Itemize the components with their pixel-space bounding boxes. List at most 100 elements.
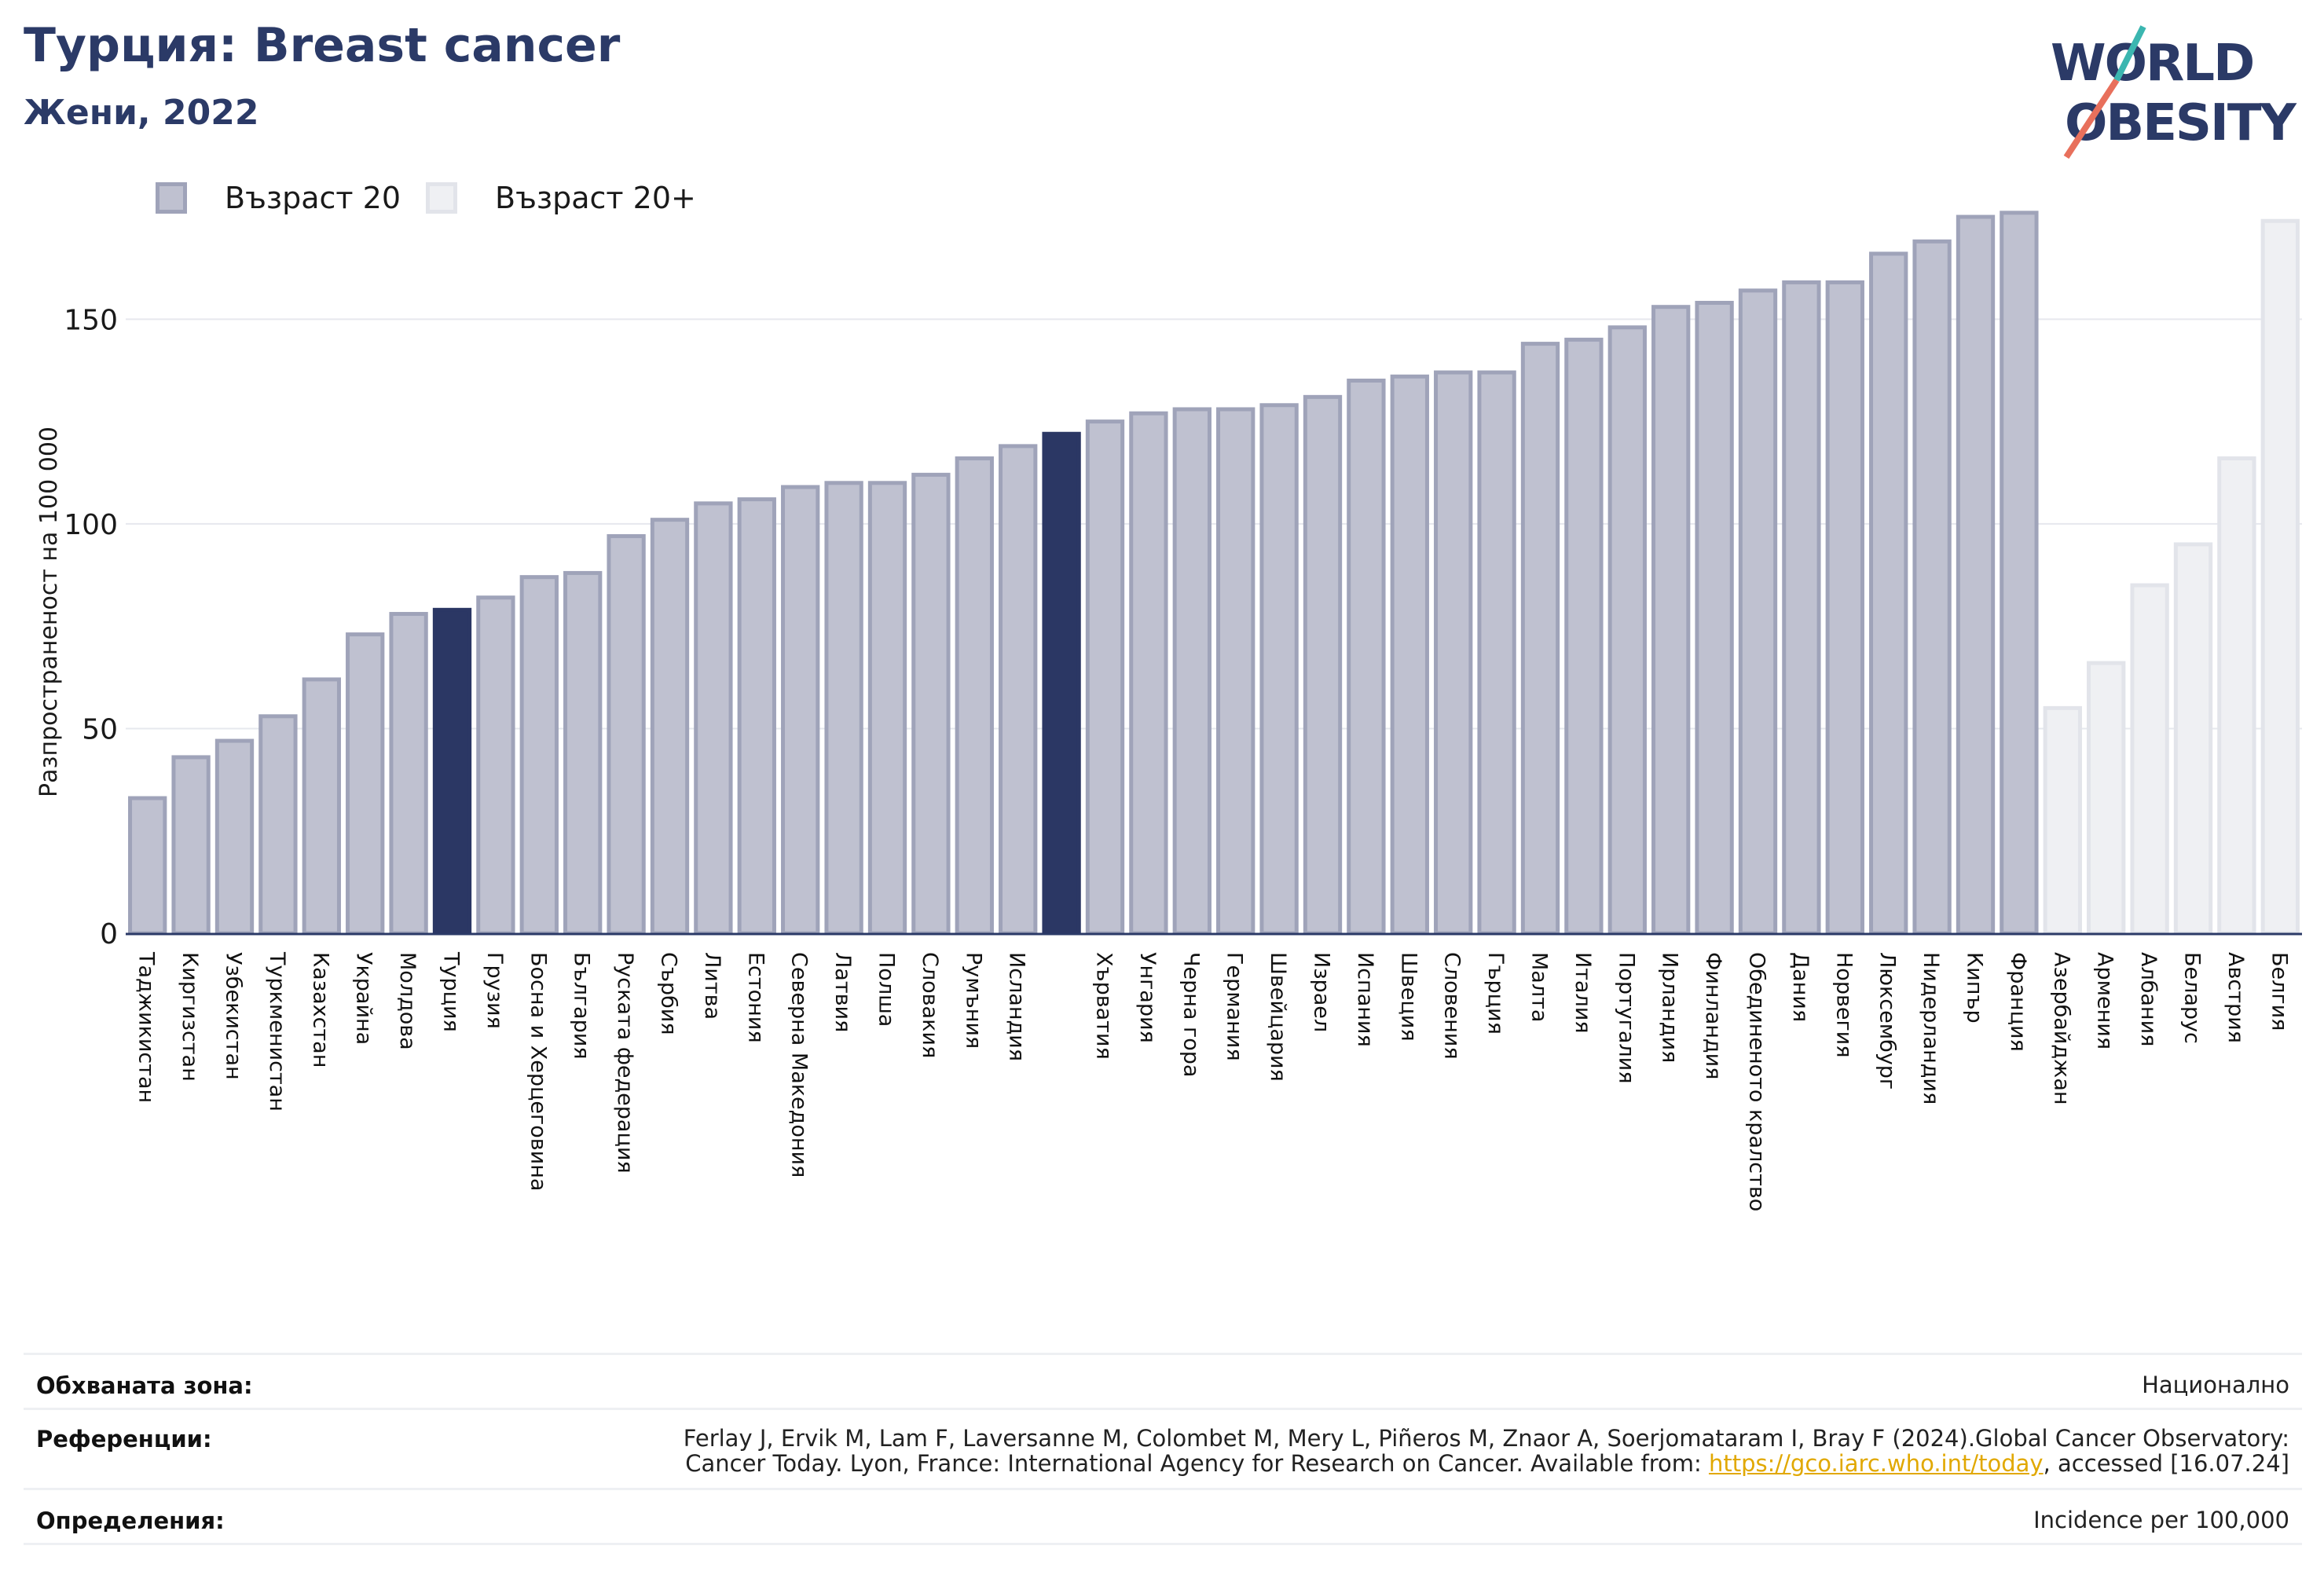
x-tick-label: Кипър [1963,952,1987,1024]
references-link[interactable]: https://gco.iarc.who.int/today [1708,1450,2044,1478]
x-tick-label: Швеция [1396,952,1420,1042]
x-tick-label: Унгария [1135,952,1160,1043]
bar[interactable] [824,481,863,936]
bar[interactable] [650,518,690,936]
bar[interactable] [171,755,211,936]
bar[interactable] [1520,342,1560,936]
bar[interactable] [128,796,167,936]
x-tick-label: Таджикистан [134,951,159,1103]
x-tick-label: Франция [2006,952,2030,1052]
x-tick-label: Италия [1571,952,1595,1034]
bar[interactable] [1129,411,1168,936]
bar[interactable] [737,497,776,936]
y-tick-label: 0 [100,918,118,951]
bar[interactable] [1390,374,1429,936]
coverage-row: Обхваната зона: Национално [24,1353,2302,1410]
bar[interactable] [911,472,951,936]
x-tick-label: Киргизстан [178,952,202,1082]
bar[interactable] [2000,211,2039,936]
y-tick-label: 100 [64,509,118,541]
x-tick-label: Латвия [830,952,855,1032]
x-tick-label: Руската федерация [613,952,637,1174]
bar[interactable] [1303,394,1343,936]
bar[interactable] [476,595,515,936]
bar[interactable] [1738,288,1778,936]
bar[interactable] [1651,305,1691,936]
bar[interactable] [1869,251,1908,936]
x-tick-label: Германия [1222,952,1247,1061]
x-tick-label: Украйна [352,952,376,1045]
x-tick-label: Албания [2136,952,2161,1046]
x-tick-label: Северна Македония [787,952,812,1178]
x-tick-label: Естония [743,952,768,1043]
bar[interactable] [346,632,385,936]
bar-chart: 0 50 100 150 Разпространеност на 100 000 Тад… [35,211,2302,1211]
bar[interactable] [2043,705,2082,936]
bar[interactable] [2217,456,2256,936]
x-tick-label: Люксембург [1875,952,1900,1090]
bar[interactable] [1782,280,1821,936]
bar[interactable] [1042,431,1081,936]
bar[interactable] [1085,419,1125,936]
bar[interactable] [1434,370,1473,936]
bar[interactable] [2130,583,2169,936]
bar[interactable] [1216,407,1255,936]
x-tick-label: Дания [1788,952,1813,1022]
bar[interactable] [867,481,907,936]
legend-item-age-20-plus[interactable]: Възраст 20+ [426,181,696,215]
x-tick-label: Казахстан [308,952,332,1068]
bar[interactable] [955,456,994,936]
y-tick-label: 50 [82,713,118,745]
x-tick-label: Азербайджан [2049,952,2073,1105]
bar[interactable] [1607,325,1647,936]
x-tick-label: Израел [1310,952,1334,1032]
x-tick-label: Швейцария [1266,952,1290,1082]
bar[interactable] [1477,370,1516,936]
bar[interactable] [302,677,341,936]
svg-text:WORLD: WORLD [2051,35,2253,93]
bar[interactable] [999,444,1038,936]
x-tick-label: Молдова [395,952,420,1050]
bar[interactable] [694,501,733,936]
bar[interactable] [1956,214,1996,936]
bar[interactable] [1912,239,1952,936]
bar[interactable] [2087,661,2126,936]
bar[interactable] [432,607,472,936]
references-row: Референции: Ferlay J, Ervik M, Lam F, La… [24,1408,2302,1490]
bar[interactable] [1825,280,1864,936]
references-line-2: Cancer Today. Lyon, France: Internationa… [684,1451,2289,1476]
references-line-1: Ferlay J, Ervik M, Lam F, Laversanne M, … [683,1425,2289,1452]
axes: 0 50 100 150 Разпространеност на 100 000 [35,304,2302,951]
bar[interactable] [1259,403,1299,936]
bar[interactable] [563,570,603,936]
x-tick-label: Словакия [918,952,942,1058]
x-tick-label: Беларус [2180,952,2205,1044]
x-tick-label: Ирландия [1658,952,1682,1063]
world-obesity-logo: WORLD OBESITY [2051,25,2298,159]
x-tick-label: Литва [700,952,724,1020]
definitions-value: Incidence per 100,000 [2033,1507,2289,1533]
references-line-2-text: Cancer Today. Lyon, France: Internationa… [685,1450,1709,1478]
bar[interactable] [1564,337,1604,936]
x-tick-label: Испания [1353,952,1377,1047]
bar[interactable] [2173,542,2213,936]
y-tick-label: 150 [64,304,118,336]
legend-label: Възраст 20+ [495,181,696,215]
bar[interactable] [519,575,559,936]
coverage-label: Обхваната зона: [36,1372,253,1399]
legend-item-age-20[interactable]: Възраст 20 [156,181,401,215]
bar[interactable] [1172,407,1211,936]
x-tick-label: Австрия [2223,952,2248,1043]
bar[interactable] [389,612,428,936]
x-tick-label: Полша [874,952,899,1027]
x-tick-label: Узбекистан [222,952,246,1080]
bar[interactable] [1347,379,1386,936]
bar[interactable] [781,485,820,936]
bar[interactable] [258,714,298,936]
x-tick-label: Малта [1527,952,1552,1022]
bars [128,211,2300,936]
bar[interactable] [214,738,255,936]
bar[interactable] [607,534,646,936]
bar[interactable] [2260,218,2300,936]
bar[interactable] [1695,300,1734,936]
